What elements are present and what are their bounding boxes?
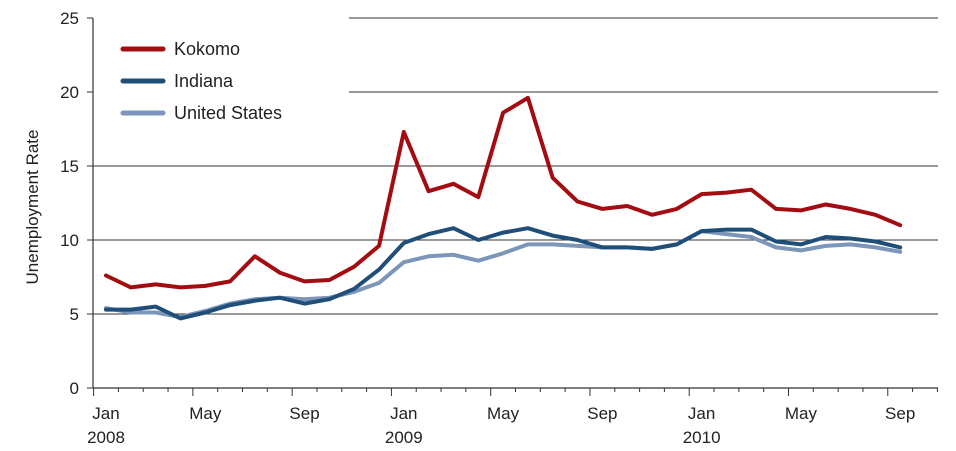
- y-tick-label-15: 15: [60, 157, 79, 176]
- x-tick-label: Sep: [885, 404, 915, 423]
- gridlines: [93, 17, 938, 315]
- series-line-kokomo: [104, 95, 903, 290]
- x-tick-label: Jan: [688, 404, 715, 423]
- series-lines: [104, 95, 903, 321]
- x-tick-year-label: 2010: [683, 428, 721, 447]
- legend-label-united-states: United States: [174, 103, 282, 123]
- x-tick-label: May: [189, 404, 222, 423]
- x-tick-label: Jan: [390, 404, 417, 423]
- y-tick-label-10: 10: [60, 231, 79, 250]
- y-tick-label-20: 20: [60, 83, 79, 102]
- y-tick-label-0: 0: [70, 379, 79, 398]
- series-line-indiana: [104, 226, 903, 321]
- y-tick-label-5: 5: [70, 305, 79, 324]
- y-tick-label-25: 25: [60, 9, 79, 28]
- legend: Kokomo Indiana United States: [120, 39, 282, 123]
- x-tick-label: Sep: [587, 404, 617, 423]
- x-tick-year-label: 2009: [385, 428, 423, 447]
- x-tick-label: Jan: [92, 404, 119, 423]
- x-tick-year-label: 2008: [87, 428, 125, 447]
- y-axis-title: Unemployment Rate: [23, 130, 42, 285]
- legend-label-kokomo: Kokomo: [174, 39, 240, 59]
- x-tick-label: Sep: [289, 404, 319, 423]
- axes: 0 5 10 15 20 25 Jan 2008 May Sep Jan 2009 May Sep Jan 2…: [60, 9, 938, 447]
- x-tick-label: May: [785, 404, 818, 423]
- x-tick-label: May: [487, 404, 520, 423]
- legend-label-indiana: Indiana: [174, 71, 234, 91]
